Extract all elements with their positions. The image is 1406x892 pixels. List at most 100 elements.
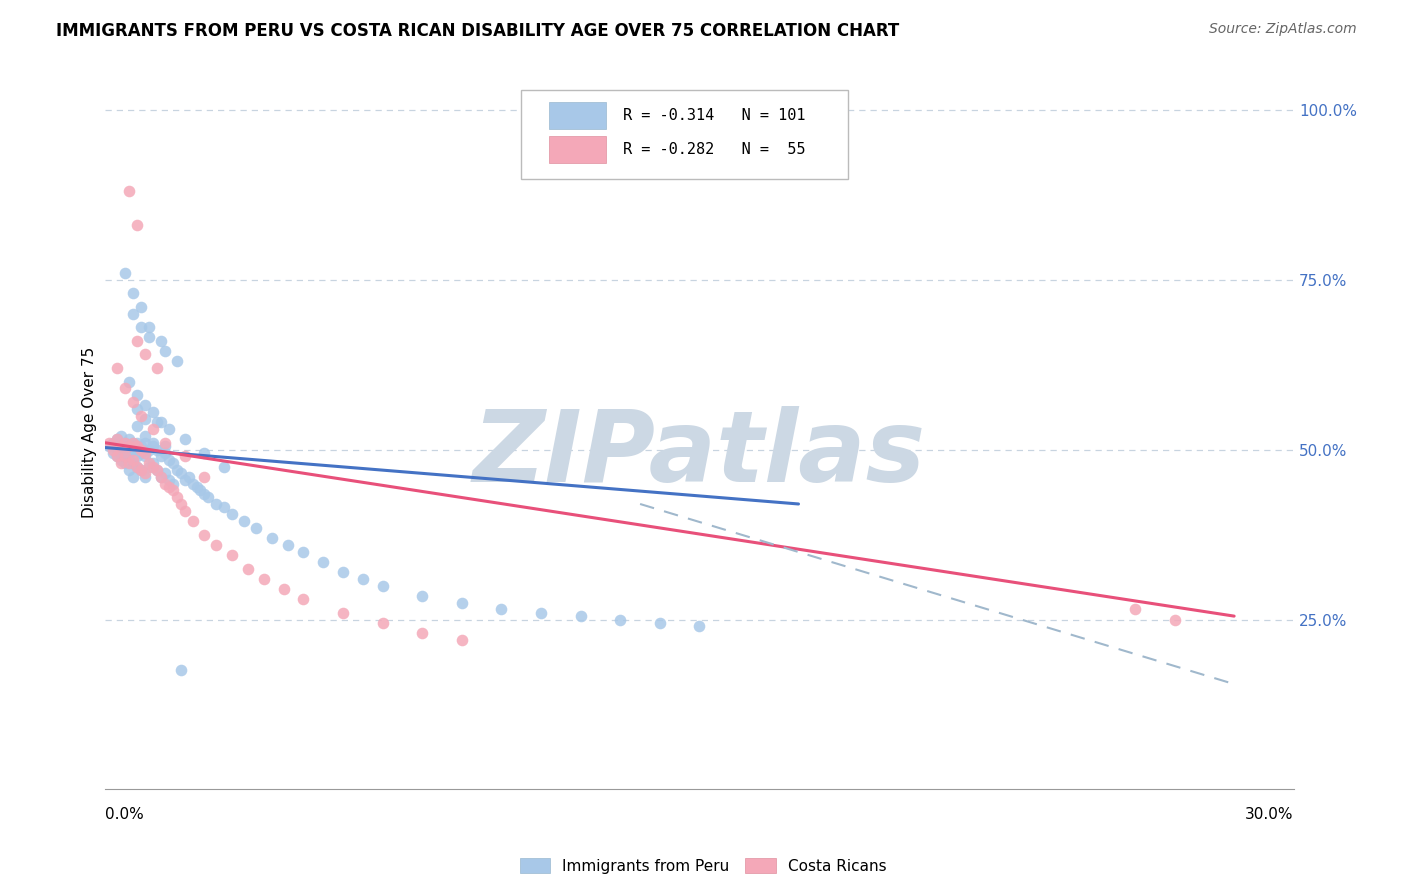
Point: [114, 435, 136, 450]
Point: [173, 504, 195, 518]
Point: [371, 578, 394, 592]
Point: [134, 470, 156, 484]
Point: [173, 473, 195, 487]
Point: [149, 470, 172, 484]
Point: [110, 456, 132, 470]
Point: [689, 619, 711, 633]
Point: [260, 531, 283, 545]
Point: [105, 450, 128, 464]
Point: [186, 480, 208, 494]
Point: [170, 497, 193, 511]
Point: [129, 409, 152, 423]
Point: [450, 595, 472, 609]
Point: [221, 507, 243, 521]
Point: [277, 538, 299, 552]
Point: [146, 361, 169, 376]
Point: [142, 459, 165, 474]
Point: [138, 459, 160, 474]
Point: [142, 435, 165, 450]
Point: [332, 565, 354, 579]
Point: [153, 467, 176, 481]
Point: [153, 476, 176, 491]
Point: [193, 527, 215, 541]
Point: [129, 442, 152, 457]
Point: [157, 452, 180, 467]
Point: [122, 395, 145, 409]
Text: Source: ZipAtlas.com: Source: ZipAtlas.com: [1209, 22, 1357, 37]
Point: [205, 497, 228, 511]
Point: [205, 538, 228, 552]
Point: [127, 435, 149, 450]
Point: [491, 602, 513, 616]
Point: [134, 429, 156, 443]
Point: [127, 450, 149, 464]
Point: [134, 347, 156, 361]
Point: [114, 442, 136, 457]
Point: [122, 435, 145, 450]
Point: [450, 632, 472, 647]
Point: [153, 435, 176, 450]
Point: [173, 450, 195, 464]
Point: [142, 456, 165, 470]
Point: [142, 405, 165, 419]
Point: [129, 463, 152, 477]
Point: [114, 381, 136, 395]
Point: [153, 439, 176, 453]
Point: [127, 459, 149, 474]
Y-axis label: Disability Age Over 75: Disability Age Over 75: [82, 347, 97, 518]
FancyBboxPatch shape: [548, 136, 606, 163]
Point: [162, 456, 184, 470]
Point: [114, 435, 136, 450]
Point: [138, 442, 160, 457]
Point: [127, 388, 149, 402]
Point: [118, 375, 141, 389]
Point: [129, 320, 152, 334]
Point: [138, 456, 160, 470]
Point: [103, 446, 125, 460]
Point: [118, 433, 141, 447]
Point: [129, 439, 152, 453]
Point: [190, 483, 212, 498]
Point: [146, 416, 169, 430]
Point: [103, 442, 125, 457]
Point: [114, 450, 136, 464]
Point: [103, 435, 125, 450]
Point: [127, 459, 149, 474]
Point: [352, 572, 374, 586]
Point: [162, 476, 184, 491]
Point: [129, 463, 152, 477]
Point: [648, 615, 671, 630]
Text: IMMIGRANTS FROM PERU VS COSTA RICAN DISABILITY AGE OVER 75 CORRELATION CHART: IMMIGRANTS FROM PERU VS COSTA RICAN DISA…: [56, 22, 900, 40]
Point: [157, 480, 180, 494]
Point: [98, 435, 121, 450]
Point: [245, 521, 267, 535]
Point: [122, 452, 145, 467]
Point: [122, 456, 145, 470]
Point: [127, 401, 149, 416]
Point: [149, 334, 172, 348]
Point: [149, 450, 172, 464]
Point: [127, 219, 149, 233]
Legend: Immigrants from Peru, Costa Ricans: Immigrants from Peru, Costa Ricans: [513, 852, 893, 880]
Point: [110, 452, 132, 467]
Point: [173, 433, 195, 447]
Point: [292, 544, 315, 558]
Text: 0.0%: 0.0%: [105, 807, 145, 822]
Point: [162, 483, 184, 498]
Point: [105, 433, 128, 447]
Point: [122, 442, 145, 457]
Point: [170, 467, 193, 481]
Point: [134, 450, 156, 464]
FancyBboxPatch shape: [548, 102, 606, 128]
Point: [118, 439, 141, 453]
Point: [157, 422, 180, 436]
Point: [138, 320, 160, 334]
Point: [114, 450, 136, 464]
Text: R = -0.282   N =  55: R = -0.282 N = 55: [623, 142, 806, 157]
Point: [105, 442, 128, 457]
Point: [371, 615, 394, 630]
Point: [146, 463, 169, 477]
Point: [153, 446, 176, 460]
Point: [166, 490, 188, 504]
Point: [105, 433, 128, 447]
